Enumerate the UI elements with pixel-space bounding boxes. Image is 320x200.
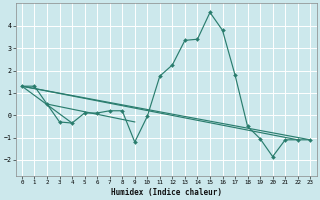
- X-axis label: Humidex (Indice chaleur): Humidex (Indice chaleur): [111, 188, 221, 197]
